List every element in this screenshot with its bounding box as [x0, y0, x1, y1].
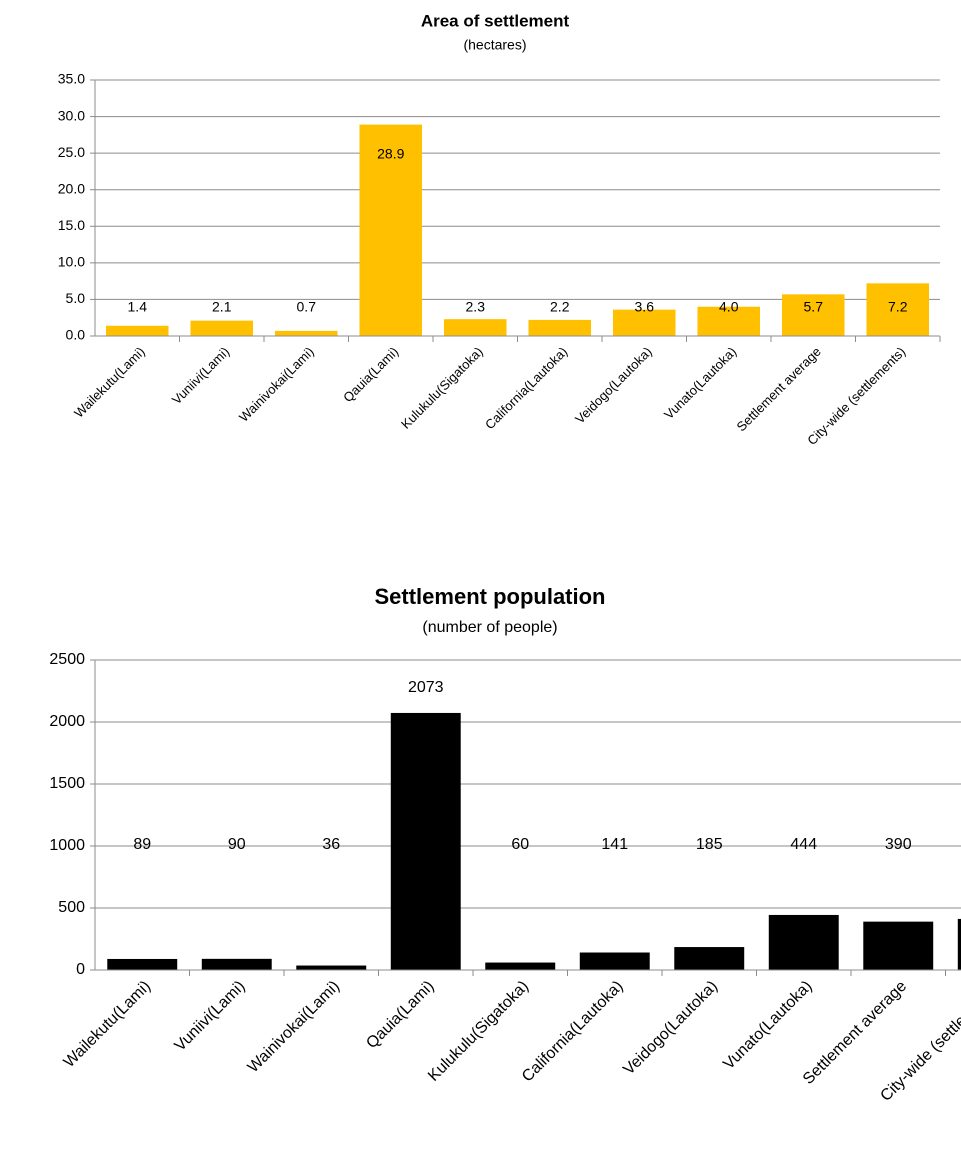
data-label: 7.2 — [888, 299, 908, 315]
y-tick-label: 0 — [76, 961, 85, 978]
y-tick-label: 25.0 — [58, 144, 85, 160]
x-tick-label: California(Lautoka) — [482, 344, 570, 432]
x-tick-label: Vunato(Lautoka) — [661, 344, 739, 422]
data-label: 3.6 — [635, 299, 655, 315]
y-tick-label: 35.0 — [58, 71, 85, 87]
x-tick-label: Kulukulu(Sigatoka) — [425, 978, 532, 1085]
y-tick-label: 0.0 — [66, 327, 86, 343]
x-tick-label: Vuniivi(Lami) — [172, 978, 249, 1055]
x-tick-label: Settlement average — [733, 344, 823, 434]
chart-title: Settlement population — [375, 584, 606, 609]
bar — [105, 325, 169, 336]
y-tick-label: 2000 — [49, 713, 85, 730]
y-tick-label: 30.0 — [58, 107, 85, 123]
x-tick-label: Qauia(Lami) — [363, 978, 437, 1052]
x-tick-label: City-wide (settlements) — [804, 344, 908, 448]
y-tick-label: 10.0 — [58, 254, 85, 270]
x-tick-label: Kulukulu(Sigatoka) — [398, 344, 486, 432]
data-label: 36 — [322, 836, 340, 853]
bar — [957, 918, 961, 970]
data-label: 444 — [790, 836, 817, 853]
bar — [528, 319, 592, 336]
data-label: 390 — [885, 836, 912, 853]
bar — [781, 294, 845, 336]
x-tick-label: Settlement average — [800, 978, 910, 1088]
chart-subtitle: (number of people) — [422, 619, 557, 636]
y-tick-label: 1000 — [49, 837, 85, 854]
x-tick-label: Veidogo(Lautoka) — [572, 344, 655, 427]
data-label: 185 — [696, 836, 723, 853]
data-label: 2.2 — [550, 299, 570, 315]
x-tick-label: Wainivokai(Lami) — [236, 344, 317, 425]
data-label: 1.4 — [128, 299, 148, 315]
bar — [190, 320, 254, 336]
data-label: 89 — [133, 836, 151, 853]
bar — [390, 712, 461, 970]
data-label: 60 — [511, 836, 529, 853]
y-tick-label: 15.0 — [58, 217, 85, 233]
bar — [274, 330, 338, 336]
x-tick-label: Qauia(Lami) — [340, 344, 401, 405]
chart-title: Area of settlement — [421, 11, 570, 30]
x-tick-label: Veidogo(Lautoka) — [620, 978, 721, 1079]
bar — [697, 306, 761, 336]
x-tick-label: Vunato(Lautoka) — [720, 978, 815, 1073]
y-tick-label: 5.0 — [66, 290, 86, 306]
x-tick-label: Wailekutu(Lami) — [61, 978, 154, 1071]
y-tick-label: 2500 — [49, 651, 85, 668]
data-label: 0.7 — [297, 299, 317, 315]
y-tick-label: 20.0 — [58, 180, 85, 196]
y-tick-label: 500 — [58, 899, 85, 916]
bar — [612, 309, 676, 336]
bar — [863, 921, 934, 970]
data-label: 28.9 — [377, 145, 404, 161]
y-tick-label: 1500 — [49, 775, 85, 792]
data-label: 2.1 — [212, 299, 232, 315]
bar — [443, 319, 507, 336]
bar — [674, 947, 745, 970]
data-label: 2.3 — [466, 299, 486, 315]
bar — [866, 283, 930, 336]
bar — [768, 914, 839, 970]
data-label: 4.0 — [719, 299, 739, 315]
x-tick-label: Wainivokai(Lami) — [245, 978, 343, 1076]
chart: Settlement population (number of people) 0… — [49, 584, 961, 1105]
bar — [579, 952, 650, 970]
x-tick-label: Wailekutu(Lami) — [71, 344, 148, 421]
bar — [485, 962, 556, 970]
x-tick-label: California(Lautoka) — [519, 978, 627, 1086]
bar — [359, 124, 423, 336]
data-label: 2073 — [408, 679, 444, 696]
chart: Area of settlement (hectares) 0.0 5.0 10.0 15… — [58, 11, 941, 448]
data-label: 141 — [601, 836, 628, 853]
bar — [296, 965, 367, 970]
data-label: 90 — [228, 836, 246, 853]
bar — [201, 958, 272, 970]
bar — [107, 958, 178, 970]
x-tick-label: Vuniivi(Lami) — [169, 344, 232, 407]
data-label: 5.7 — [804, 299, 824, 315]
chart-subtitle: (hectares) — [463, 37, 526, 53]
